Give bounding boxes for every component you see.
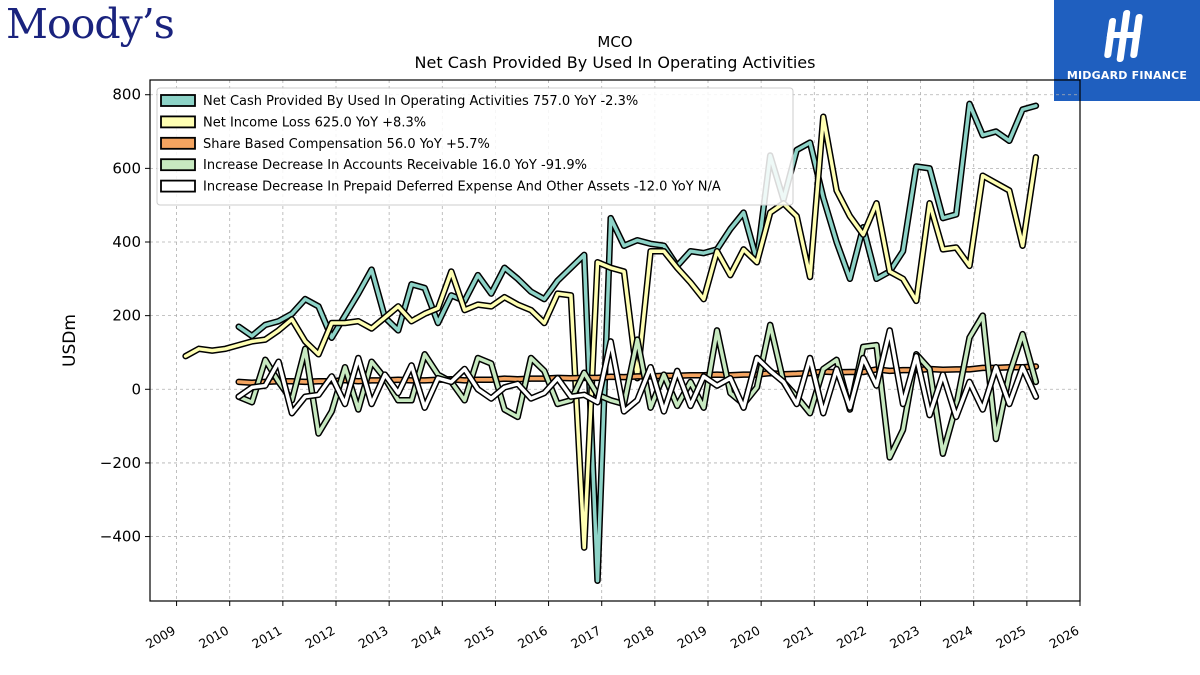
- series-line: [236, 102, 1038, 583]
- midgard-finance-logo: MIDGARD FINANCE: [1054, 0, 1200, 101]
- series-line: [236, 364, 1038, 385]
- legend-label: Net Income Loss 625.0 YoY +8.3%: [203, 115, 426, 130]
- series-line: [236, 313, 1038, 460]
- y-tick-label: −400: [100, 528, 141, 546]
- series-line-outline: [235, 312, 1040, 461]
- y-axis-label: USDm: [60, 314, 80, 367]
- x-tick-label: 2009: [143, 623, 178, 652]
- x-tick-label: 2026: [1046, 623, 1081, 652]
- series-5: [235, 327, 1040, 421]
- x-tick-label: 2012: [302, 623, 337, 652]
- x-tick-label: 2013: [356, 623, 391, 652]
- series-4: [235, 312, 1040, 461]
- chart-series: [182, 100, 1040, 584]
- series-2: [182, 113, 1040, 551]
- chart-title: MCO: [597, 33, 633, 51]
- x-tick-label: 2016: [515, 623, 550, 652]
- legend-label: Share Based Compensation 56.0 YoY +5.7%: [203, 137, 490, 152]
- x-tick-label: 2020: [728, 623, 763, 652]
- midgard-brand-text: MIDGARD FINANCE: [1066, 69, 1188, 82]
- legend-swatch: [160, 158, 196, 172]
- legend-label: Increase Decrease In Prepaid Deferred Ex…: [203, 180, 721, 195]
- x-tick-label: 2011: [249, 623, 284, 652]
- x-tick-label: 2018: [621, 623, 656, 652]
- y-tick-label: 400: [112, 233, 141, 251]
- x-tick-label: 2017: [568, 623, 603, 652]
- x-tick-label: 2010: [196, 623, 231, 652]
- legend-swatch: [160, 179, 196, 193]
- legend-swatch: [160, 115, 196, 129]
- chart-subtitle: Net Cash Provided By Used In Operating A…: [414, 53, 816, 72]
- x-tick-label: 2021: [781, 623, 816, 652]
- x-tick-label: 2023: [887, 623, 922, 652]
- moodys-logo: Moody’s: [6, 0, 175, 48]
- series-line: [236, 328, 1038, 419]
- midgard-logo-mark-icon: [1104, 10, 1143, 62]
- legend-box: [156, 87, 794, 206]
- legend-swatch: [160, 94, 196, 107]
- y-tick-label: 600: [112, 159, 141, 177]
- x-tick-label: 2015: [462, 623, 497, 652]
- x-tick-label: 2024: [940, 623, 975, 652]
- plot-frame: [149, 79, 1081, 602]
- y-tick-label: 0: [131, 380, 141, 398]
- x-tick-label: 2025: [993, 623, 1028, 652]
- legend-swatch: [160, 136, 196, 150]
- y-tick-label: 800: [112, 86, 141, 104]
- legend-label: Increase Decrease In Accounts Receivable…: [203, 158, 587, 173]
- x-tick-label: 2022: [834, 623, 869, 652]
- x-tick-label: 2014: [409, 623, 444, 652]
- series-3: [235, 363, 1040, 386]
- x-tick-label: 2019: [674, 623, 709, 652]
- legend-label: Net Cash Provided By Used In Operating A…: [203, 94, 638, 109]
- series-line: [183, 115, 1038, 550]
- chart-legend: Net Cash Provided By Used In Operating A…: [156, 87, 794, 206]
- series-1: [235, 100, 1040, 584]
- y-tick-label: −200: [100, 454, 141, 472]
- y-tick-label: 200: [112, 307, 141, 325]
